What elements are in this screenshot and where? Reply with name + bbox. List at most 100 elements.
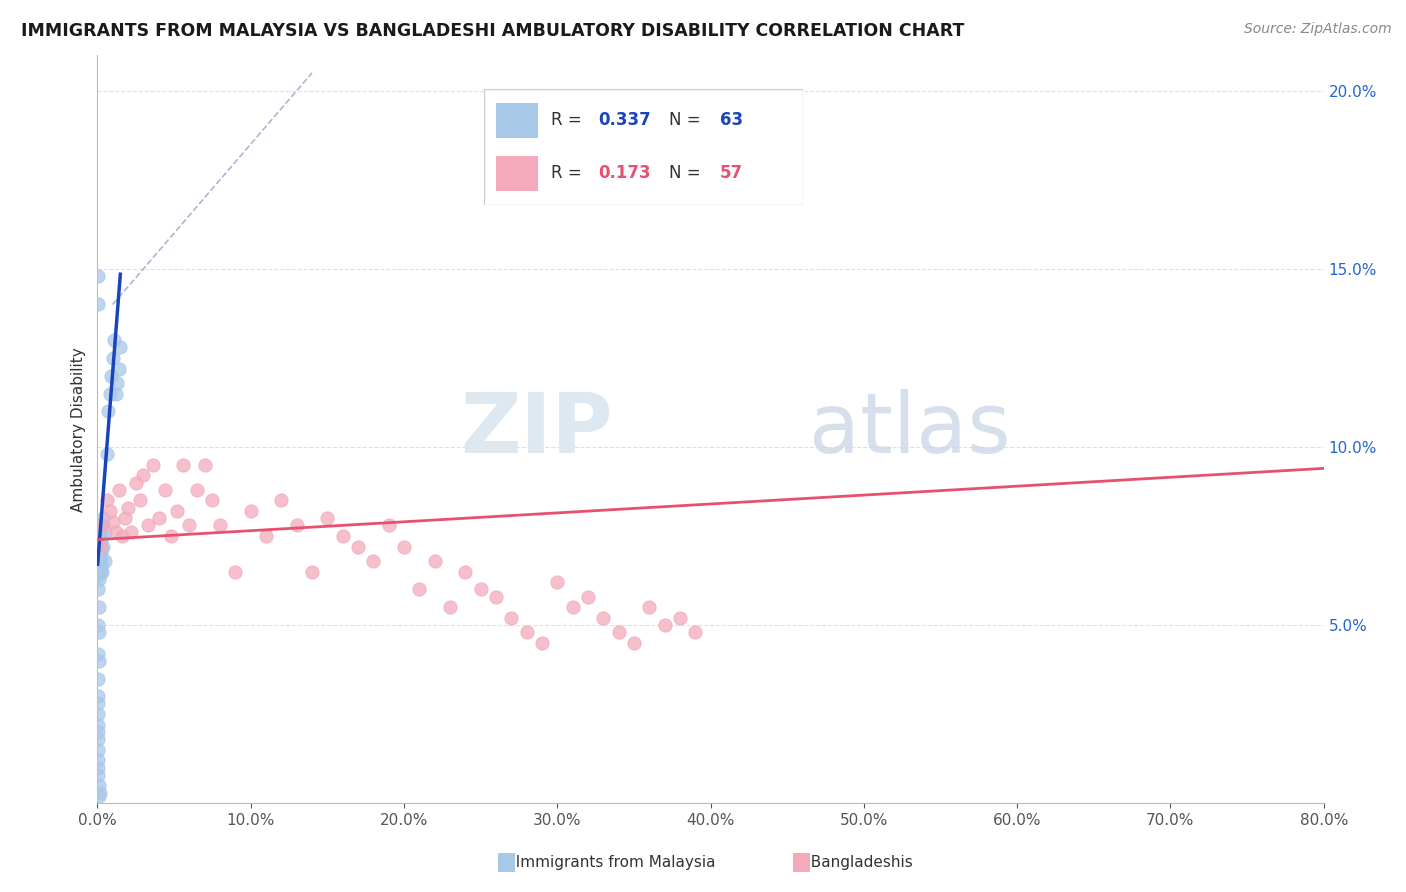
Point bbox=[136, 518, 159, 533]
Point bbox=[148, 511, 170, 525]
Point bbox=[638, 600, 661, 615]
Point bbox=[607, 625, 630, 640]
Point bbox=[89, 540, 111, 554]
Point bbox=[347, 540, 370, 554]
Point bbox=[89, 536, 111, 550]
Point bbox=[89, 525, 111, 540]
Point bbox=[186, 483, 208, 497]
Point bbox=[89, 533, 111, 547]
Text: Source: ZipAtlas.com: Source: ZipAtlas.com bbox=[1244, 22, 1392, 37]
Point bbox=[114, 511, 136, 525]
Point bbox=[87, 536, 110, 550]
Point bbox=[87, 697, 110, 711]
Text: IMMIGRANTS FROM MALAYSIA VS BANGLADESHI AMBULATORY DISABILITY CORRELATION CHART: IMMIGRANTS FROM MALAYSIA VS BANGLADESHI … bbox=[21, 22, 965, 40]
Point bbox=[87, 554, 110, 568]
Point bbox=[89, 547, 111, 561]
Point bbox=[93, 511, 115, 525]
Point bbox=[316, 511, 339, 525]
Point bbox=[87, 707, 110, 722]
Point bbox=[576, 590, 599, 604]
Point bbox=[87, 529, 110, 543]
Point bbox=[90, 540, 112, 554]
Text: atlas: atlas bbox=[808, 389, 1011, 470]
Point bbox=[377, 518, 399, 533]
Point bbox=[87, 789, 110, 803]
Point bbox=[87, 518, 110, 533]
Point bbox=[89, 550, 111, 565]
Text: Immigrants from Malaysia: Immigrants from Malaysia bbox=[506, 855, 716, 870]
Point bbox=[89, 565, 111, 579]
Point bbox=[439, 600, 461, 615]
Point bbox=[239, 504, 262, 518]
Point bbox=[89, 540, 111, 554]
Point bbox=[87, 779, 110, 793]
Point bbox=[96, 447, 118, 461]
Point bbox=[89, 554, 111, 568]
Y-axis label: Ambulatory Disability: Ambulatory Disability bbox=[72, 347, 86, 511]
Point bbox=[117, 500, 139, 515]
Point bbox=[89, 561, 111, 575]
Point bbox=[87, 558, 110, 572]
Point bbox=[87, 550, 110, 565]
Point bbox=[87, 572, 110, 586]
Text: ZIP: ZIP bbox=[460, 389, 613, 470]
Point bbox=[153, 483, 176, 497]
Point bbox=[87, 529, 110, 543]
Point bbox=[392, 540, 415, 554]
Point bbox=[98, 386, 121, 401]
Point bbox=[120, 525, 142, 540]
Point bbox=[87, 690, 110, 704]
Point bbox=[124, 475, 146, 490]
Point bbox=[87, 654, 110, 668]
Point bbox=[270, 493, 292, 508]
Point bbox=[423, 554, 446, 568]
Point bbox=[87, 565, 110, 579]
Point bbox=[90, 547, 112, 561]
Point bbox=[87, 565, 110, 579]
Point bbox=[332, 529, 354, 543]
Point bbox=[101, 515, 124, 529]
Point bbox=[408, 582, 430, 597]
Point bbox=[87, 732, 110, 747]
Text: Bangladeshis: Bangladeshis bbox=[801, 855, 912, 870]
Point bbox=[208, 518, 231, 533]
Point bbox=[132, 468, 155, 483]
Point bbox=[89, 785, 111, 799]
Point bbox=[592, 611, 614, 625]
Point bbox=[86, 297, 108, 311]
Point bbox=[89, 533, 111, 547]
Point bbox=[546, 575, 568, 590]
Point bbox=[90, 561, 112, 575]
Point bbox=[516, 625, 538, 640]
Point bbox=[101, 351, 124, 365]
Point bbox=[89, 547, 111, 561]
Point bbox=[470, 582, 492, 597]
Point bbox=[108, 483, 131, 497]
Point bbox=[90, 554, 112, 568]
Point bbox=[301, 565, 323, 579]
Point bbox=[254, 529, 277, 543]
Point bbox=[623, 636, 645, 650]
Point bbox=[87, 672, 110, 686]
Point bbox=[89, 554, 111, 568]
Point bbox=[179, 518, 201, 533]
Point bbox=[111, 529, 134, 543]
Point bbox=[86, 547, 108, 561]
Point bbox=[561, 600, 583, 615]
Point bbox=[683, 625, 706, 640]
Point bbox=[166, 504, 188, 518]
Point bbox=[104, 525, 127, 540]
Point bbox=[100, 368, 122, 383]
Point bbox=[89, 550, 111, 565]
Point bbox=[87, 754, 110, 768]
Point bbox=[669, 611, 692, 625]
Point bbox=[87, 647, 110, 661]
Point bbox=[90, 529, 112, 543]
Point bbox=[90, 543, 112, 558]
Point bbox=[96, 493, 118, 508]
Point bbox=[285, 518, 308, 533]
Point bbox=[87, 540, 110, 554]
Point bbox=[454, 565, 477, 579]
Point bbox=[87, 550, 110, 565]
Point bbox=[87, 554, 110, 568]
